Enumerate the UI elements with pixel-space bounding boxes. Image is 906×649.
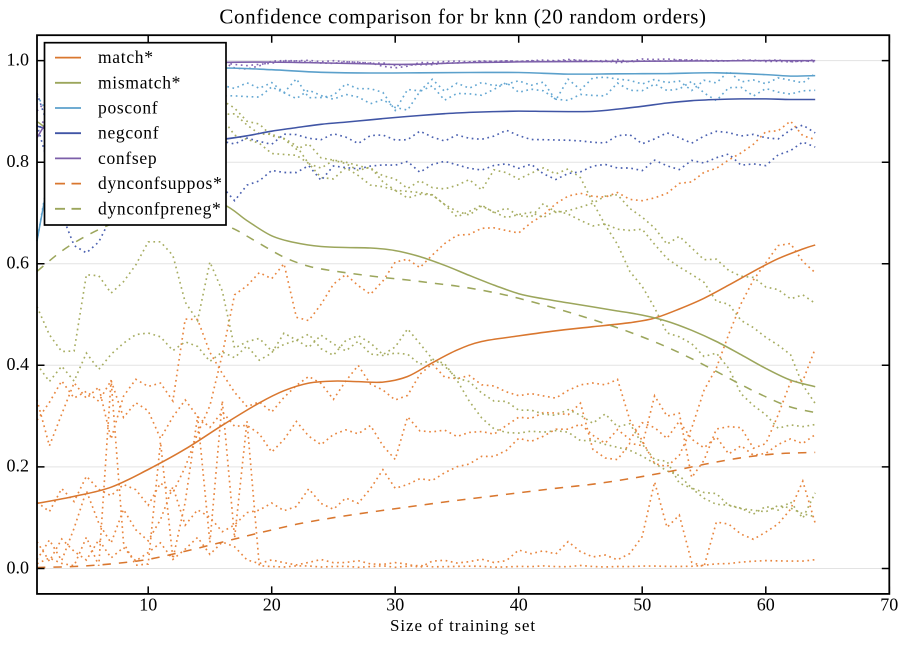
svg-text:Size of training set: Size of training set <box>390 616 536 635</box>
svg-text:10: 10 <box>139 595 157 615</box>
svg-text:dynconfsuppos*: dynconfsuppos* <box>98 173 223 193</box>
svg-text:mismatch*: mismatch* <box>98 72 181 92</box>
svg-text:1.0: 1.0 <box>7 49 30 69</box>
svg-text:match*: match* <box>98 47 154 67</box>
svg-text:60: 60 <box>757 595 775 615</box>
svg-text:0.0: 0.0 <box>7 557 30 577</box>
svg-text:30: 30 <box>386 595 404 615</box>
svg-text:0.4: 0.4 <box>7 354 30 374</box>
svg-text:dynconfpreneg*: dynconfpreneg* <box>98 198 222 218</box>
svg-text:0.8: 0.8 <box>7 151 30 171</box>
svg-text:confsep: confsep <box>98 148 157 168</box>
svg-text:0.2: 0.2 <box>7 456 30 476</box>
svg-text:Confidence comparison for br k: Confidence comparison for br knn (20 ran… <box>219 5 706 29</box>
svg-text:70: 70 <box>880 595 898 615</box>
svg-text:0.6: 0.6 <box>7 253 30 273</box>
svg-text:40: 40 <box>510 595 528 615</box>
svg-text:50: 50 <box>633 595 651 615</box>
svg-text:20: 20 <box>263 595 281 615</box>
svg-text:negconf: negconf <box>98 123 159 143</box>
svg-text:posconf: posconf <box>98 98 158 118</box>
